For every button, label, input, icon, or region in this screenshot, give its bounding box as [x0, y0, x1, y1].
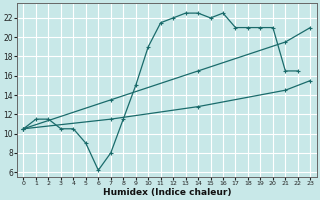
X-axis label: Humidex (Indice chaleur): Humidex (Indice chaleur)	[103, 188, 231, 197]
